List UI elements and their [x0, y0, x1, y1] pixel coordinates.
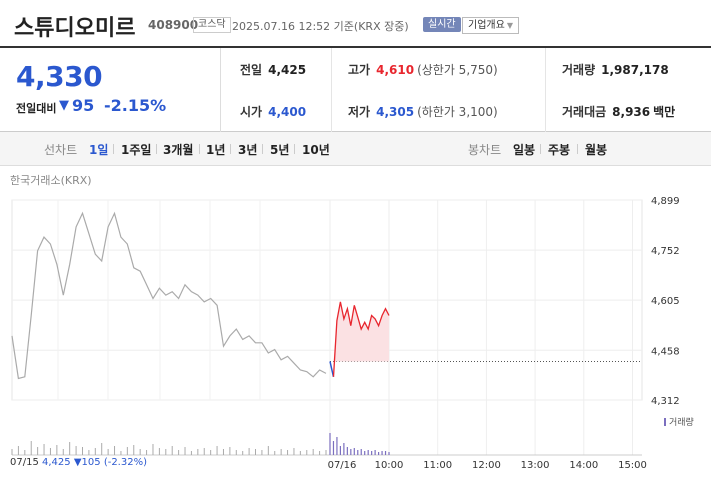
- prev-day-note: 07/15 4,425 ▼105 (-2.32%): [10, 457, 147, 468]
- lower-limit: (하한가 3,100): [417, 105, 498, 119]
- prev-close-value: 4,425: [268, 63, 307, 77]
- current-price-box: 4,330 전일대비 ▼ 95 -2.15%: [0, 48, 221, 132]
- divider: [331, 48, 332, 132]
- company-info-button[interactable]: 기업개요 ▼: [462, 17, 519, 34]
- company-info-label: 기업개요: [468, 20, 505, 31]
- volume-legend: 거래량: [664, 415, 694, 428]
- low-label: 저가: [348, 105, 371, 119]
- period-3y[interactable]: 3년: [238, 143, 258, 157]
- volume-legend-label: 거래량: [669, 418, 694, 428]
- separator: [262, 144, 263, 154]
- x-tick-label: 15:00: [618, 460, 647, 471]
- high-value: 4,610: [376, 63, 415, 77]
- volume-value: 1,987,178: [601, 63, 669, 77]
- today-down-segment: [329, 361, 335, 377]
- diff-value: 95: [72, 96, 95, 115]
- volume-swatch: [664, 418, 666, 426]
- diff-label: 전일대비: [16, 102, 57, 115]
- volume-label: 거래량: [562, 63, 596, 77]
- period-5y[interactable]: 5년: [270, 143, 290, 157]
- prev-day-change: ▼105: [73, 457, 101, 468]
- candle-chart-label: 봉차트: [468, 143, 502, 157]
- price-summary: 4,330 전일대비 ▼ 95 -2.15% 전일 4,425 시가 4,400 고…: [0, 46, 711, 132]
- upper-limit: (상한가 5,750): [417, 63, 498, 77]
- line-chart-label: 선차트: [44, 143, 78, 157]
- candle-daily[interactable]: 일봉: [513, 143, 536, 157]
- x-tick-label: 11:00: [423, 460, 452, 471]
- stock-code: 408900: [148, 18, 199, 32]
- y-tick-label: 4,899: [651, 196, 680, 207]
- down-arrow-icon: ▼: [59, 98, 69, 113]
- separator: [230, 144, 231, 154]
- period-1w[interactable]: 1주일: [121, 143, 152, 157]
- candle-monthly[interactable]: 월봉: [585, 143, 608, 157]
- x-tick-label: 14:00: [569, 460, 598, 471]
- prev-day-rate: (-2.32%): [103, 457, 147, 468]
- trade-amount: 거래대금 8,936 백만: [562, 103, 675, 120]
- open-label: 시가: [240, 105, 263, 119]
- volume-bars: [11, 433, 642, 456]
- prev-close: 전일 4,425: [240, 61, 306, 78]
- candle-weekly[interactable]: 주봉: [548, 143, 571, 157]
- volume: 거래량 1,987,178: [562, 61, 669, 78]
- prev-day-close: 4,425: [42, 457, 71, 468]
- amount-label: 거래대금: [562, 105, 607, 119]
- x-tick-label: 12:00: [472, 460, 501, 471]
- separator: [199, 144, 200, 154]
- separator: [156, 144, 157, 154]
- today-series: [329, 301, 642, 377]
- amount-value: 8,936: [612, 105, 651, 119]
- y-tick-label: 4,752: [651, 246, 680, 257]
- stock-header: 스튜디오미르 408900 코스닥 2025.07.16 12:52 기준(KR…: [0, 0, 711, 46]
- prev-day-date: 07/15: [10, 457, 39, 468]
- x-axis: 07/16 10:00 11:00 12:00 13:00 14:00 15:00: [328, 460, 647, 471]
- diff-rate: -2.15%: [104, 96, 167, 115]
- separator: [294, 144, 295, 154]
- x-tick-label: 07/16: [328, 460, 357, 471]
- x-tick-label: 10:00: [375, 460, 404, 471]
- current-price: 4,330: [16, 60, 103, 93]
- period-10y[interactable]: 10년: [302, 143, 330, 157]
- open-price: 시가 4,400: [240, 103, 306, 120]
- data-source: 한국거래소(KRX): [10, 174, 92, 187]
- market-badge: 코스닥: [193, 17, 231, 33]
- quote-datetime: 2025.07.16 12:52 기준(KRX 장중): [232, 20, 409, 33]
- period-1d[interactable]: 1일: [89, 143, 109, 157]
- amount-unit: 백만: [653, 105, 676, 119]
- period-3m[interactable]: 3개월: [163, 143, 194, 157]
- x-tick-label: 13:00: [521, 460, 550, 471]
- realtime-badge: 실시간: [423, 17, 461, 32]
- y-tick-label: 4,605: [651, 296, 680, 307]
- separator: [540, 144, 541, 154]
- chart-period-bar: 선차트 1일 1주일 3개월 1년 3년 5년 10년 봉차트 일봉 주봉 월봉: [0, 132, 711, 166]
- low-value: 4,305: [376, 105, 415, 119]
- y-tick-label: 4,312: [651, 396, 680, 407]
- prev-day-series: [11, 211, 327, 380]
- divider: [545, 48, 546, 132]
- period-1y[interactable]: 1년: [206, 143, 226, 157]
- high-label: 고가: [348, 63, 371, 77]
- prev-close-label: 전일: [240, 63, 263, 77]
- separator: [113, 144, 114, 154]
- stock-name: 스튜디오미르: [14, 16, 136, 41]
- dropdown-caret-icon: ▼: [506, 21, 513, 30]
- y-axis: 4,899 4,752 4,605 4,458 4,312: [651, 196, 680, 407]
- prev-day-line: [11, 211, 327, 380]
- today-line: [332, 301, 390, 377]
- open-value: 4,400: [268, 105, 307, 119]
- low-price: 저가 4,305 (하한가 3,100): [348, 103, 498, 120]
- separator: [577, 144, 578, 154]
- high-price: 고가 4,610 (상한가 5,750): [348, 61, 498, 78]
- y-tick-label: 4,458: [651, 346, 680, 357]
